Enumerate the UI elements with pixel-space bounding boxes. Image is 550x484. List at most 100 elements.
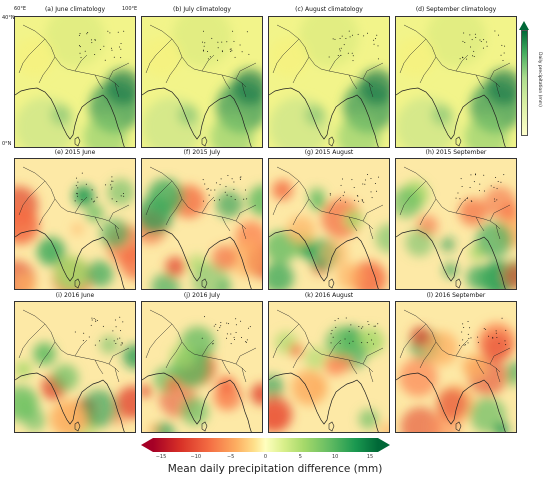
precip-field-blob [15,37,55,77]
coastline [269,87,379,147]
station-dot [113,340,115,342]
station-dot [202,49,204,51]
station-dot [367,174,369,176]
station-dot [104,59,106,61]
station-dot [349,36,351,38]
colorbar-top-arrow [519,21,529,30]
station-dot [348,330,350,332]
coastline [142,87,252,147]
station-dot [469,34,471,36]
station-dot [455,197,457,199]
station-dot [86,33,88,35]
precip-field-blob [335,355,353,373]
sri-lanka-outline [328,278,335,289]
precip-field-blob [405,228,434,257]
station-dot [239,44,241,46]
station-dot [495,330,497,332]
station-dot [370,191,372,193]
station-dot [503,174,505,176]
sri-lanka-outline [455,278,462,289]
station-dot [121,342,123,344]
station-dot [120,330,122,332]
precip-field-blob [166,377,180,391]
station-dot [344,191,346,193]
station-dot [83,332,85,334]
precip-field-blob [119,246,135,280]
station-dot [364,183,366,185]
station-dot [246,339,248,341]
station-dot [358,326,360,328]
precip-field-blob [45,17,105,67]
precip-field-blob [443,263,458,278]
station-dot [214,189,216,191]
station-dot [462,339,464,341]
station-dot [110,188,112,190]
station-dot [220,325,222,327]
station-dot [495,177,497,179]
station-dot [203,50,205,52]
difference-tick-label: −15 [155,454,167,460]
station-dot [340,184,342,186]
coastline [142,372,252,432]
station-dot [352,55,354,57]
station-dot [343,44,345,46]
precip-field-blob [23,408,47,432]
difference-tick-label: 15 [366,454,374,460]
station-dot [470,174,472,176]
station-dot [117,338,119,340]
station-dot [492,337,494,339]
precip-field-blob [396,97,456,147]
difference-tick-label: 10 [331,454,339,460]
station-dot [111,176,113,178]
station-dot [120,344,122,346]
station-dot [495,332,497,334]
station-dot [225,186,227,188]
precip-field-blob [107,178,135,206]
station-dot [339,343,341,345]
precip-field-blob [250,383,262,406]
station-dot [121,343,123,345]
station-dot [92,201,94,203]
station-dot [231,178,233,180]
station-dot [345,317,347,319]
station-dot [226,41,228,43]
station-dot [203,30,205,32]
panel-title: (c) August climatology [295,6,363,13]
station-dot [494,200,496,202]
panel-title: (i) 2016 June [55,292,95,299]
station-dot [331,330,333,332]
station-dot [96,196,98,198]
station-dot [111,49,113,51]
sri-lanka-outline [201,136,208,147]
station-dot [496,188,498,190]
precip-field-blob [486,69,516,105]
sri-lanka-outline [455,136,462,147]
precipitation-map [395,16,517,148]
country-borders [145,166,257,240]
station-dot [230,196,232,198]
station-dot [87,32,89,34]
station-dot [207,58,209,60]
station-dot [459,58,461,60]
station-dot [483,328,485,330]
map-canvas [142,17,262,147]
station-dot [488,335,490,337]
station-dot [471,200,473,202]
station-dot [462,40,464,42]
precip-field-blob [426,17,486,67]
station-dot [91,42,93,44]
precip-field-blob [269,37,309,77]
station-dot [248,53,250,55]
precip-field-blob [396,187,422,219]
precip-field-blob [142,37,182,77]
precip-field-blob [232,69,262,105]
station-dot [219,184,221,186]
station-dot [119,337,121,339]
map-canvas [396,17,516,147]
station-dot [217,41,219,43]
precip-field-blob [358,409,379,430]
precip-field-blob [105,69,135,105]
country-borders [272,24,384,98]
precip-field-blob [298,242,315,258]
station-dot [94,344,96,346]
